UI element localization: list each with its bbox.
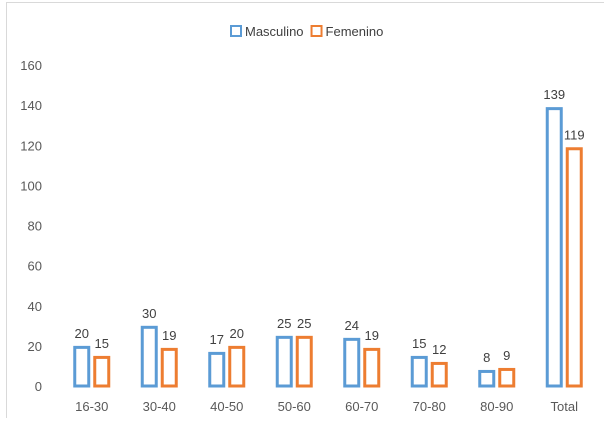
data-label: 25 (297, 316, 311, 331)
data-label: 15 (95, 336, 109, 351)
data-label: 25 (277, 316, 291, 331)
y-tick-label: 60 (28, 259, 42, 274)
bar-masculino-70-80 (410, 355, 428, 388)
data-label: 17 (210, 332, 224, 347)
bars (73, 107, 583, 388)
data-label: 19 (162, 328, 176, 343)
bar-femenino-30-40 (160, 347, 178, 388)
x-tick-label: Total (551, 399, 579, 414)
legend-swatch-1 (230, 25, 242, 37)
x-tick-label: 50-60 (278, 399, 311, 414)
x-tick-label: 30-40 (143, 399, 176, 414)
data-label: 12 (432, 342, 446, 357)
legend: Masculino Femenino (230, 24, 384, 39)
bar-femenino-50-60 (295, 335, 313, 388)
x-tick-label: 70-80 (413, 399, 446, 414)
x-tick-label: 60-70 (345, 399, 378, 414)
x-tick-label: 40-50 (210, 399, 243, 414)
data-label: 20 (75, 326, 89, 341)
data-label: 8 (483, 350, 490, 365)
y-tick-label: 0 (35, 379, 42, 394)
y-tick-label: 120 (20, 138, 42, 153)
data-label: 9 (503, 348, 510, 363)
bar-femenino-40-50 (228, 345, 246, 388)
bar-masculino-16-30 (73, 345, 91, 388)
y-tick-label: 100 (20, 178, 42, 193)
y-tick-label: 20 (28, 339, 42, 354)
data-label: 15 (412, 336, 426, 351)
y-tick-label: 140 (20, 98, 42, 113)
bar-femenino-80-90 (498, 367, 516, 388)
x-tick-label: 16-30 (75, 399, 108, 414)
x-axis: 16-30 30-40 40-50 50-60 60-70 70-80 80-90 Total (75, 399, 578, 414)
bar-masculino-50-60 (275, 335, 293, 388)
data-label: 30 (142, 306, 156, 321)
bar-masculino-80-90 (478, 369, 496, 388)
bar-masculino-Total (545, 107, 563, 388)
bar-masculino-40-50 (208, 351, 226, 388)
y-tick-label: 80 (28, 219, 42, 234)
data-label: 139 (543, 87, 565, 102)
bar-masculino-30-40 (140, 325, 158, 388)
legend-swatch-2 (310, 25, 323, 37)
chart-frame (6, 2, 604, 418)
bar-femenino-70-80 (430, 361, 448, 388)
y-tick-label: 40 (28, 299, 42, 314)
data-label: 19 (365, 328, 379, 343)
bar-masculino-60-70 (343, 337, 361, 388)
x-tick-label: 80-90 (480, 399, 513, 414)
y-tick-label: 160 (20, 58, 42, 73)
data-label: 119 (564, 127, 585, 142)
data-label: 20 (230, 326, 244, 341)
legend-label-2: Femenino (326, 24, 384, 39)
legend-label-1: Masculino (245, 24, 304, 39)
data-labels: 20 15 30 19 17 20 25 25 24 19 15 12 8 9 139 119 (75, 87, 585, 365)
bar-femenino-Total (565, 147, 583, 388)
bar-femenino-16-30 (93, 355, 111, 388)
bar-femenino-60-70 (363, 347, 381, 388)
data-label: 24 (345, 318, 359, 333)
y-axis: 0 20 40 60 80 100 120 140 160 (20, 58, 42, 394)
